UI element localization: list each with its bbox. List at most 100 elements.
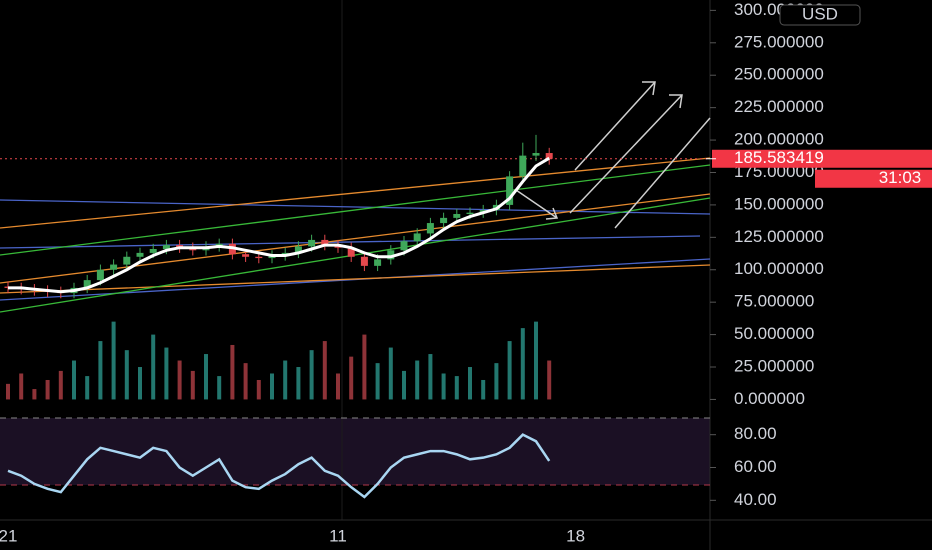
y-tick-label: 75.000000 (734, 292, 814, 311)
volume-bar (72, 360, 76, 400)
trend-line (0, 199, 711, 215)
price-label: 185.583419 (734, 148, 824, 167)
price-badge (712, 149, 932, 168)
candle-body (453, 213, 461, 218)
volume-bar (428, 354, 433, 400)
candle-body (374, 259, 382, 266)
volume-bar (375, 363, 380, 400)
x-tick-label: 11 (329, 526, 347, 545)
candle-body (506, 176, 514, 205)
rsi-tick-label: 80.00 (734, 424, 777, 443)
volume-bar (296, 367, 301, 400)
candle-body (149, 249, 157, 253)
y-tick-label: 200.000000 (734, 130, 824, 149)
trend-line (0, 193, 711, 284)
volume-bar (111, 321, 116, 400)
volume-bar (151, 334, 156, 400)
candle-body (440, 217, 448, 224)
volume-bar (32, 389, 37, 400)
x-tick-label: 18 (566, 526, 585, 545)
candle-body (387, 250, 395, 260)
trend-line (0, 264, 711, 294)
volume-bar (230, 344, 235, 400)
volume-bar (98, 341, 103, 400)
volume-bar (164, 347, 169, 400)
volume-bar (19, 373, 24, 400)
y-tick-label: 0.000000 (734, 389, 805, 408)
y-tick-label: 250.000000 (734, 65, 824, 84)
trend-line (0, 197, 711, 313)
volume-bar (507, 341, 512, 400)
volume-bar (85, 376, 90, 400)
volume-bar (138, 367, 142, 400)
candle-body (136, 252, 144, 257)
volume-bar (415, 360, 420, 400)
candle-body (519, 155, 527, 177)
candle-body (360, 256, 368, 266)
rsi-line (7, 433, 551, 499)
candle-body (96, 269, 104, 281)
x-tick-label: 21 (0, 526, 17, 545)
volume-bar (256, 379, 261, 400)
volume-bar (534, 321, 538, 400)
volume-bar (58, 370, 63, 400)
volume-bar (547, 360, 552, 400)
arrows (515, 81, 711, 229)
volume-bar (494, 363, 499, 400)
y-tick-label: 100.000000 (734, 259, 824, 278)
volume-bar (309, 350, 314, 400)
countdown-badge (815, 169, 932, 188)
volume-bar (388, 347, 393, 400)
volume-bar (468, 367, 472, 400)
candle-body (162, 245, 170, 249)
trend-line (0, 164, 711, 256)
currency[interactable]: USD (802, 4, 838, 23)
rsi-band (0, 418, 710, 485)
candle-body (347, 247, 355, 257)
candle-body (466, 212, 474, 214)
candle-body (426, 223, 434, 234)
volume-bar (402, 370, 406, 400)
volume-bar (124, 350, 129, 400)
y-tick-label: 225.000000 (734, 97, 824, 116)
rsi-tick-label: 60.00 (734, 457, 777, 476)
volume-bar (349, 356, 354, 400)
moving-average (8, 156, 550, 294)
candle-body (308, 239, 316, 247)
volume-bar (336, 373, 340, 400)
trend-lines (0, 81, 711, 313)
volume-bar (441, 373, 446, 400)
volume-bar (454, 376, 459, 400)
currency-badge[interactable] (779, 4, 861, 26)
candle-body (400, 241, 408, 251)
candle-body (545, 153, 553, 159)
volume-bar (45, 379, 50, 400)
y-tick-label: 25.000000 (734, 357, 814, 376)
candle-body (413, 233, 421, 242)
volume-bar (243, 363, 248, 400)
candle-body (321, 239, 329, 246)
volume-bar (520, 328, 525, 400)
candle-body (532, 153, 540, 156)
y-tick-label: 150.000000 (734, 194, 824, 213)
candle-body (123, 256, 131, 265)
volume-bar (204, 354, 208, 400)
candle-body (83, 280, 91, 288)
volume-bar (362, 334, 367, 400)
rsi-tick-label: 40.00 (734, 490, 777, 509)
candle-body (255, 256, 263, 259)
volume-bar (190, 370, 195, 400)
trend-line (0, 157, 711, 229)
y-tick-label: 125.000000 (734, 227, 824, 246)
candle-body (110, 264, 118, 270)
volume-bar (283, 360, 288, 400)
candle-body (294, 246, 302, 253)
volume-bar (177, 360, 182, 400)
volume-bar (217, 376, 222, 400)
volume-bar (322, 341, 327, 400)
candle-body (242, 254, 250, 257)
volume-bar (481, 379, 486, 400)
countdown: 31:03 (879, 168, 922, 187)
y-tick-label: 50.000000 (734, 324, 814, 343)
